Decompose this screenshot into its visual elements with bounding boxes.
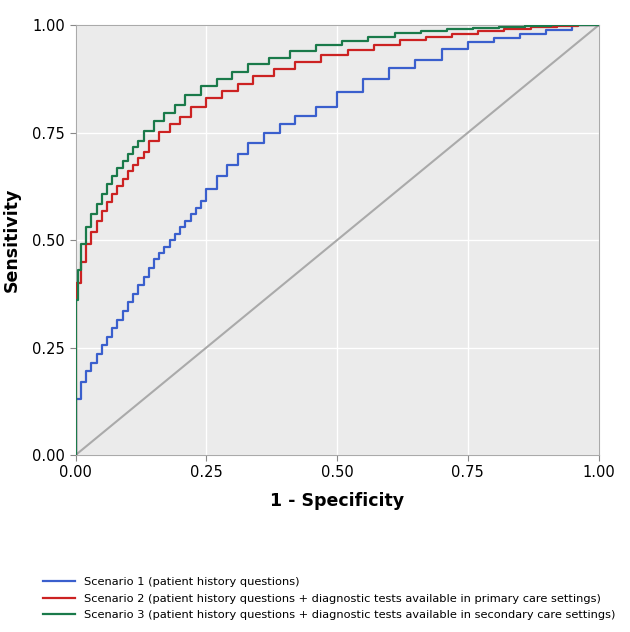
Y-axis label: Sensitivity: Sensitivity bbox=[3, 188, 21, 293]
Legend: Scenario 1 (patient history questions), Scenario 2 (patient history questions + : Scenario 1 (patient history questions), … bbox=[43, 578, 616, 620]
X-axis label: 1 - Specificity: 1 - Specificity bbox=[270, 492, 404, 509]
